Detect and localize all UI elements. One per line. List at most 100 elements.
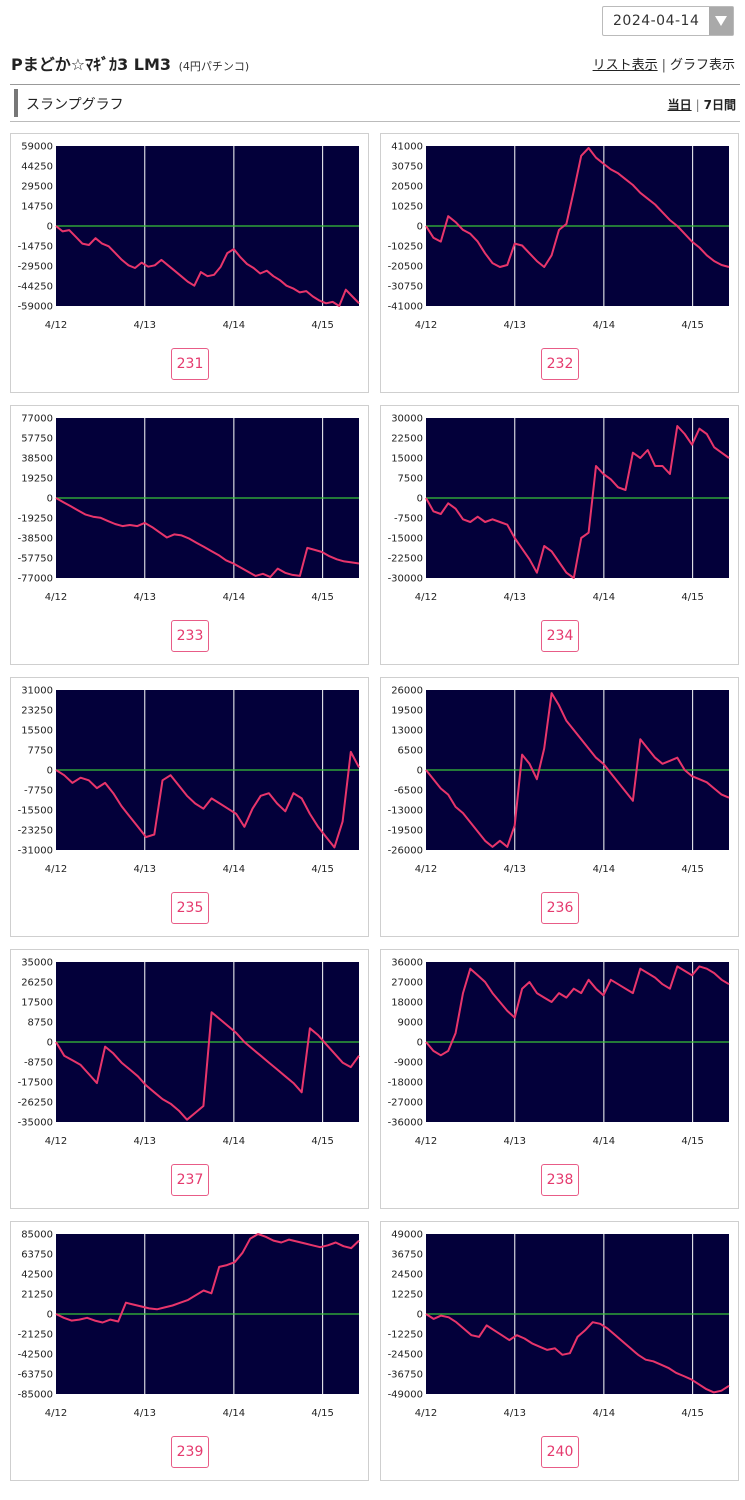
y-tick-label: -38500 bbox=[18, 534, 53, 545]
y-tick-label: -36000 bbox=[388, 1118, 423, 1129]
x-tick-label: 4/12 bbox=[415, 320, 437, 331]
slump-graph-card: 35000 26250 17500 8750 0 -8750 -17500 -26250 -35… bbox=[10, 949, 369, 1209]
y-tick-label: 77000 bbox=[21, 414, 53, 425]
slump-line bbox=[425, 147, 730, 268]
y-tick-label: -44250 bbox=[18, 282, 53, 293]
machine-number-button[interactable]: 231 bbox=[171, 348, 209, 380]
today-link[interactable]: 当日 bbox=[667, 98, 692, 112]
machine-number-button[interactable]: 234 bbox=[541, 620, 579, 652]
y-tick-label: 44250 bbox=[21, 162, 53, 173]
y-tick-label: -85000 bbox=[18, 1390, 53, 1401]
y-tick-label: -7500 bbox=[394, 514, 423, 525]
x-tick-label: 4/15 bbox=[681, 1136, 703, 1147]
slump-chart: 26000 19500 13000 6500 0 -6500 -13000 -19500 -26… bbox=[388, 686, 730, 875]
machine-number-button[interactable]: 238 bbox=[541, 1164, 579, 1196]
slump-line bbox=[55, 1233, 360, 1324]
x-tick-label: 4/14 bbox=[223, 864, 245, 875]
y-tick-label: -27000 bbox=[388, 1098, 423, 1109]
x-tick-label: 4/13 bbox=[134, 320, 156, 331]
x-tick-label: 4/15 bbox=[681, 864, 703, 875]
divider bbox=[10, 121, 740, 122]
y-tick-label: -19500 bbox=[388, 826, 423, 837]
x-tick-label: 4/14 bbox=[223, 1408, 245, 1419]
y-tick-label: -42500 bbox=[18, 1350, 53, 1361]
y-tick-label: -13000 bbox=[388, 806, 423, 817]
x-tick-label: 4/12 bbox=[45, 592, 67, 603]
slump-line bbox=[55, 225, 360, 307]
y-tick-label: 30000 bbox=[391, 414, 423, 425]
y-tick-label: -9000 bbox=[394, 1058, 423, 1069]
y-tick-label: 21250 bbox=[21, 1290, 53, 1301]
y-tick-label: -20500 bbox=[388, 262, 423, 273]
y-tick-label: 0 bbox=[47, 1310, 53, 1321]
x-tick-label: 4/13 bbox=[504, 864, 526, 875]
section-header: スランプグラフ 当日 | 7日間 bbox=[14, 89, 736, 117]
slump-line bbox=[425, 1313, 730, 1394]
section-accent-bar bbox=[14, 89, 18, 117]
title-row: Pまどか☆ﾏｷﾞｶ3 LM3 (4円パチンコ) リスト表示 | グラフ表示 bbox=[11, 51, 735, 74]
y-tick-label: -17500 bbox=[18, 1078, 53, 1089]
x-tick-label: 4/13 bbox=[504, 1408, 526, 1419]
week-link[interactable]: 7日間 bbox=[703, 98, 736, 112]
y-tick-label: 0 bbox=[47, 494, 53, 505]
slump-chart: 85000 63750 42500 21250 0 -21250 -42500 -63750 -… bbox=[18, 1230, 360, 1419]
x-tick-label: 4/14 bbox=[593, 1136, 615, 1147]
machine-number-button[interactable]: 235 bbox=[171, 892, 209, 924]
y-tick-label: 23250 bbox=[21, 706, 53, 717]
slump-graph-card: 36000 27000 18000 9000 0 -9000 -18000 -27000 -36… bbox=[380, 949, 739, 1209]
y-tick-label: 30750 bbox=[391, 162, 423, 173]
list-view-link[interactable]: リスト表示 bbox=[592, 58, 658, 73]
y-tick-label: 15500 bbox=[21, 726, 53, 737]
chevron-down-icon[interactable] bbox=[709, 7, 733, 35]
x-tick-label: 4/12 bbox=[415, 1136, 437, 1147]
y-tick-label: 22500 bbox=[391, 434, 423, 445]
date-select[interactable]: 2024-04-14 bbox=[602, 6, 734, 36]
y-tick-label: 0 bbox=[417, 1310, 423, 1321]
machine-number-button[interactable]: 236 bbox=[541, 892, 579, 924]
y-tick-label: -31000 bbox=[18, 846, 53, 857]
x-tick-label: 4/13 bbox=[134, 1136, 156, 1147]
slump-chart: 49000 36750 24500 12250 0 -12250 -24500 -36750 -… bbox=[388, 1230, 730, 1419]
y-tick-label: -36750 bbox=[388, 1370, 423, 1381]
slump-line bbox=[425, 692, 730, 848]
x-tick-label: 4/14 bbox=[593, 592, 615, 603]
slump-graph-card: 77000 57750 38500 19250 0 -19250 -38500 -57750 -… bbox=[10, 405, 369, 665]
y-tick-label: -24500 bbox=[388, 1350, 423, 1361]
y-tick-label: 31000 bbox=[21, 686, 53, 697]
x-tick-label: 4/12 bbox=[45, 1408, 67, 1419]
graph-view-label: グラフ表示 bbox=[669, 58, 735, 73]
slump-chart: 35000 26250 17500 8750 0 -8750 -17500 -26250 -35… bbox=[18, 958, 360, 1147]
x-tick-label: 4/15 bbox=[311, 320, 333, 331]
y-tick-label: 14750 bbox=[21, 202, 53, 213]
slump-graph-card: 41000 30750 20500 10250 0 -10250 -20500 -30750 -… bbox=[380, 133, 739, 393]
x-tick-label: 4/14 bbox=[593, 864, 615, 875]
x-tick-label: 4/12 bbox=[415, 864, 437, 875]
machine-number-button[interactable]: 239 bbox=[171, 1436, 209, 1468]
machine-number-button[interactable]: 233 bbox=[171, 620, 209, 652]
machine-title: Pまどか☆ﾏｷﾞｶ3 LM3 (4円パチンコ) bbox=[11, 55, 250, 74]
y-tick-label: -21250 bbox=[18, 1330, 53, 1341]
y-tick-label: 59000 bbox=[21, 142, 53, 153]
slump-graph-card: 85000 63750 42500 21250 0 -21250 -42500 -63750 -… bbox=[10, 1221, 369, 1481]
range-separator: | bbox=[695, 98, 700, 112]
y-tick-label: -14750 bbox=[18, 242, 53, 253]
y-tick-label: 17500 bbox=[21, 998, 53, 1009]
x-tick-label: 4/15 bbox=[681, 1408, 703, 1419]
machine-number-button[interactable]: 232 bbox=[541, 348, 579, 380]
y-tick-label: -35000 bbox=[18, 1118, 53, 1129]
x-tick-label: 4/13 bbox=[504, 1136, 526, 1147]
x-tick-label: 4/13 bbox=[504, 320, 526, 331]
y-tick-label: 26000 bbox=[391, 686, 423, 697]
y-tick-label: 26250 bbox=[21, 978, 53, 989]
slump-chart: 59000 44250 29500 14750 0 -14750 -29500 -44250 -… bbox=[18, 142, 360, 331]
machine-number-button[interactable]: 237 bbox=[171, 1164, 209, 1196]
slump-line bbox=[55, 497, 360, 578]
x-tick-label: 4/15 bbox=[311, 864, 333, 875]
y-tick-label: 15000 bbox=[391, 454, 423, 465]
machine-number-button[interactable]: 240 bbox=[541, 1436, 579, 1468]
x-tick-label: 4/15 bbox=[681, 592, 703, 603]
y-tick-label: -15000 bbox=[388, 534, 423, 545]
x-tick-label: 4/15 bbox=[311, 1136, 333, 1147]
y-tick-label: 0 bbox=[417, 766, 423, 777]
x-tick-label: 4/14 bbox=[593, 1408, 615, 1419]
